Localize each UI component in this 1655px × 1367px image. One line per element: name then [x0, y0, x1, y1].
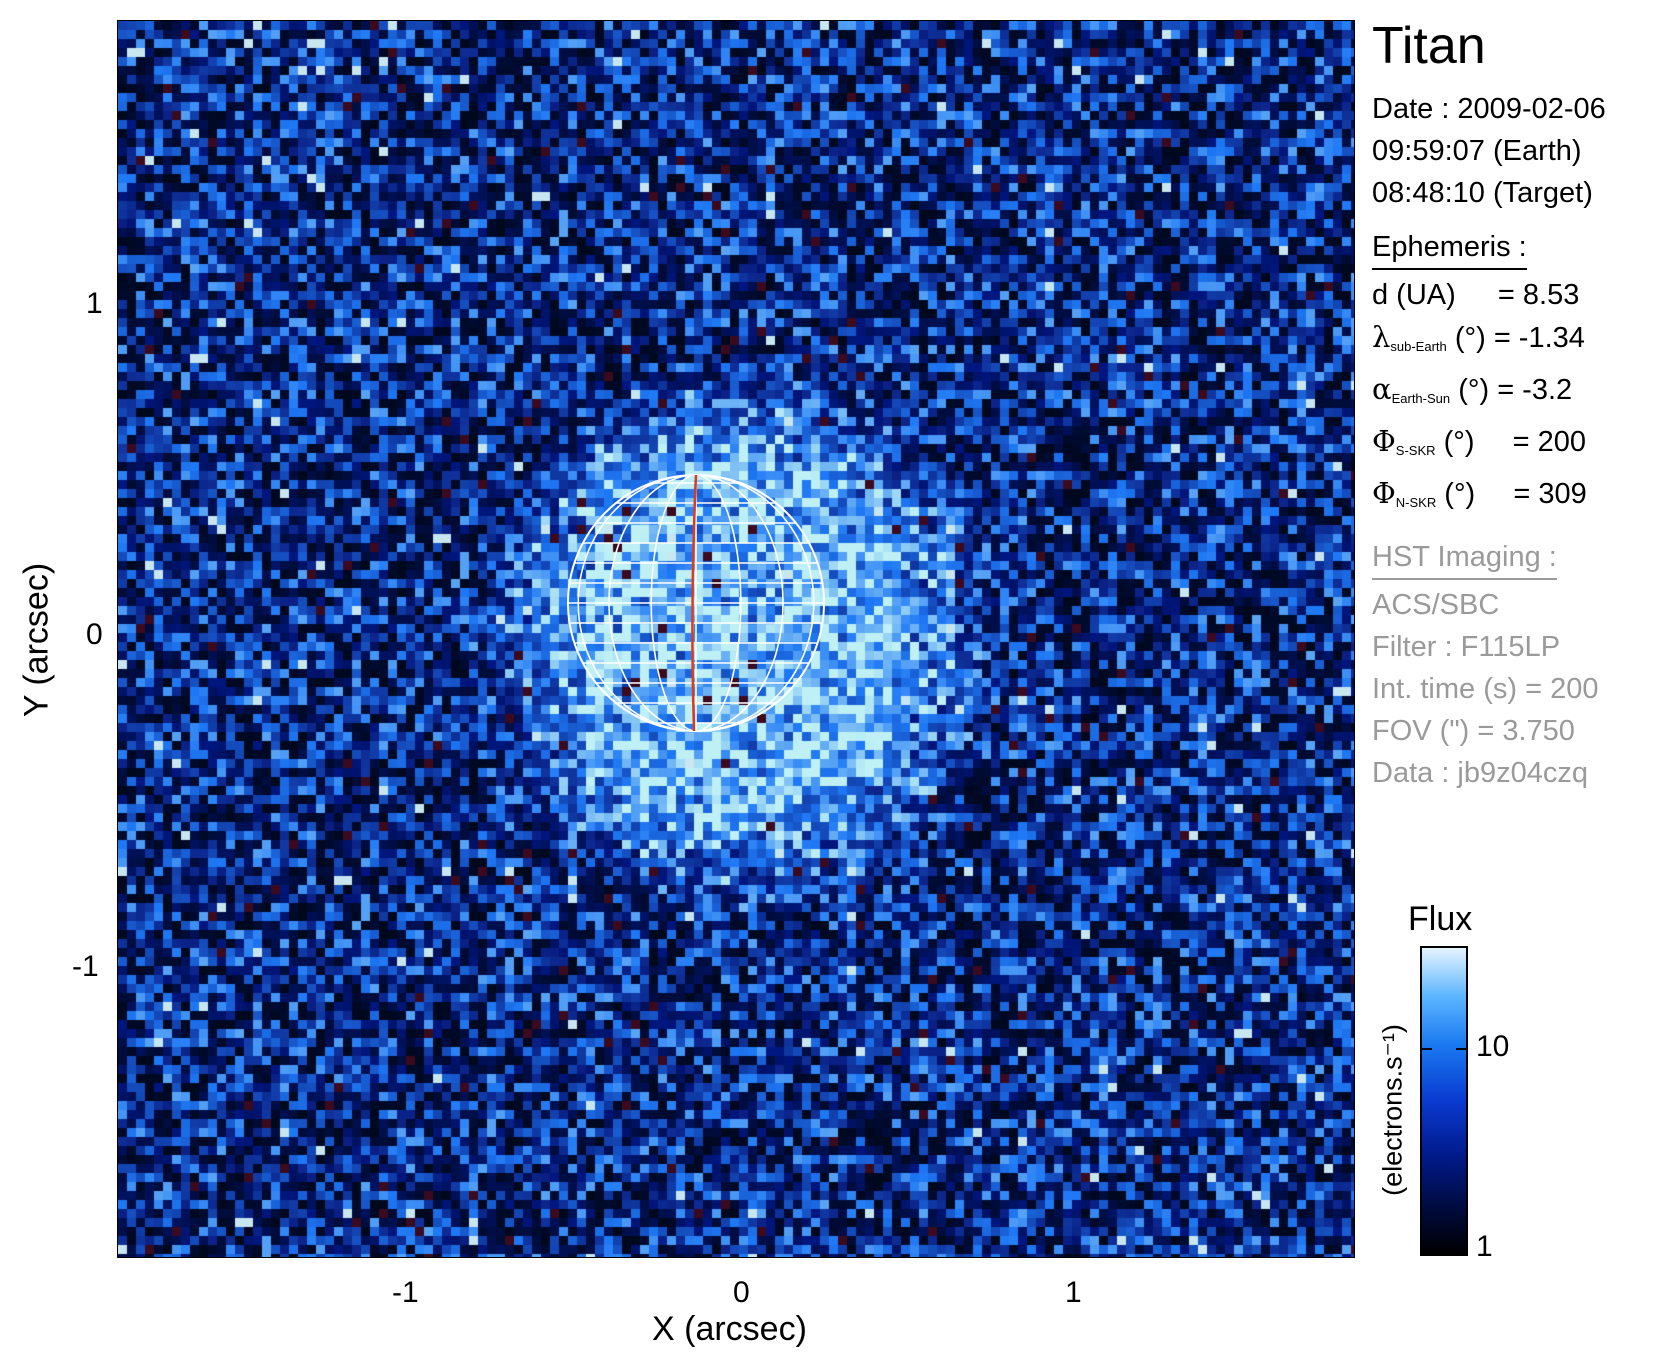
- phi-s-value: = 200: [1512, 426, 1587, 458]
- image-panel: [117, 20, 1355, 1258]
- colorbar-tick-1: 1: [1476, 1230, 1493, 1263]
- x-tick-0: 0: [733, 1276, 750, 1309]
- date-line: Date : 2009-02-06: [1372, 93, 1606, 125]
- globe-central-meridian: [691, 474, 698, 732]
- ephem-lambda: λsub-Earth (°) = -1.34: [1372, 316, 1655, 368]
- colorbar: [1420, 946, 1468, 1256]
- titan-globe-overlay: [567, 474, 825, 732]
- lambda-unit: (°): [1454, 322, 1486, 354]
- colorbar-tick-mark: [1456, 1048, 1466, 1050]
- y-tick-minus1: -1: [72, 950, 99, 983]
- lambda-symbol: λ: [1372, 320, 1391, 354]
- hst-heading: HST Imaging :: [1372, 538, 1557, 580]
- hst-int-time: Int. time (s) = 200: [1372, 673, 1599, 705]
- alpha-sub: Earth-Sun: [1391, 391, 1451, 406]
- hst-data-id: Data : jb9z04czq: [1372, 757, 1589, 789]
- ephem-phi-s: ΦS-SKR (°) = 200: [1372, 420, 1655, 472]
- phi-s-symbol: Φ: [1372, 424, 1396, 458]
- phi-n-sub: N-SKR: [1395, 495, 1437, 510]
- target-time: 08:48:10 (Target): [1372, 177, 1593, 209]
- hst-fov: FOV (") = 3.750: [1372, 715, 1575, 747]
- hst-filter: Filter : F115LP: [1372, 631, 1561, 663]
- alpha-value: = -3.2: [1497, 374, 1573, 406]
- phi-n-symbol: Φ: [1372, 476, 1396, 510]
- uv-image: [118, 21, 1354, 1257]
- ephem-distance-value: = 8.53: [1497, 279, 1580, 311]
- x-tick-minus1: -1: [392, 1276, 419, 1309]
- info-panel: Titan Date : 2009-02-06 09:59:07 (Earth)…: [1372, 18, 1655, 794]
- x-tick-1: 1: [1065, 1276, 1082, 1309]
- ephem-distance: d (UA) = 8.53: [1372, 274, 1655, 316]
- alpha-symbol: α: [1372, 372, 1392, 406]
- ephemeris-heading: Ephemeris :: [1372, 228, 1527, 270]
- phi-n-value: = 309: [1513, 478, 1587, 510]
- colorbar-tick-mark: [1422, 1048, 1432, 1050]
- phi-s-unit: (°): [1443, 426, 1475, 458]
- ephem-distance-label: d (UA): [1372, 279, 1456, 311]
- ephem-alpha: αEarth-Sun (°) = -3.2: [1372, 368, 1655, 420]
- earth-time: 09:59:07 (Earth): [1372, 135, 1582, 167]
- alpha-unit: (°): [1458, 374, 1490, 406]
- phi-n-unit: (°): [1444, 478, 1476, 510]
- y-axis-title: Y (arcsec): [17, 562, 56, 718]
- lambda-sub: sub-Earth: [1390, 339, 1447, 354]
- phi-s-sub: S-SKR: [1395, 443, 1436, 458]
- hst-instrument: ACS/SBC: [1372, 589, 1500, 621]
- y-tick-1: 1: [86, 287, 103, 320]
- colorbar-tick-10: 10: [1476, 1030, 1510, 1063]
- ephem-phi-n: ΦN-SKR (°) = 309: [1372, 472, 1655, 524]
- colorbar-unit: (electrons.s⁻¹): [1377, 1024, 1408, 1196]
- target-title: Titan: [1372, 17, 1486, 75]
- lambda-value: = -1.34: [1493, 322, 1585, 354]
- x-axis-title: X (arcsec): [652, 1310, 807, 1348]
- colorbar-title: Flux: [1408, 900, 1473, 938]
- y-tick-0: 0: [86, 618, 103, 651]
